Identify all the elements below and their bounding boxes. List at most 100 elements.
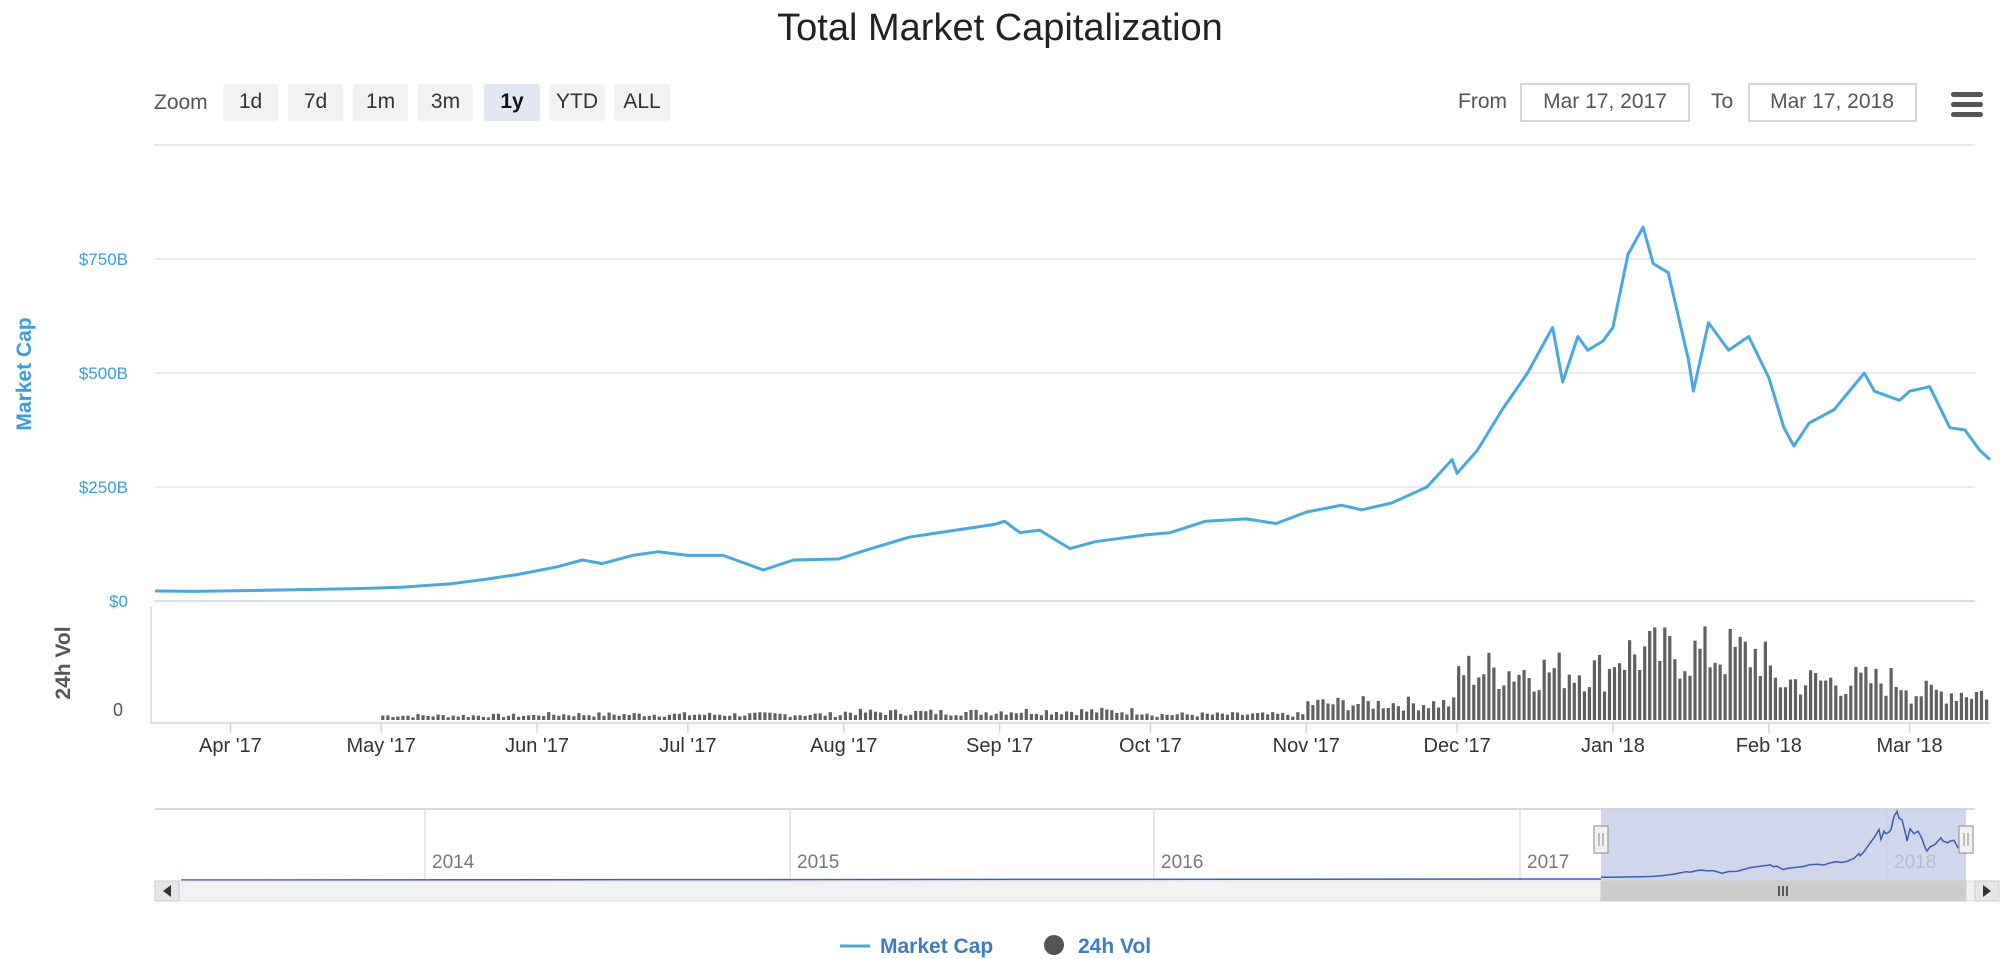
volume-bar <box>1306 701 1310 720</box>
volume-bar <box>386 715 390 720</box>
volume-bar <box>868 709 873 720</box>
volume-bar <box>1618 663 1622 720</box>
x-axis: Apr '17 May '17 Jun '17 Jul '17 Aug '17 Sep '… <box>199 723 1943 757</box>
volume-bar <box>1954 701 1958 720</box>
navigator: 20142015201620172018 <box>155 808 1975 881</box>
volume-bar <box>1628 640 1632 720</box>
volume-bar <box>1467 655 1471 720</box>
volume-bar <box>1723 674 1727 720</box>
hamburger-menu-icon[interactable] <box>1951 92 1983 117</box>
volume-bar <box>1341 700 1345 720</box>
volume-bar <box>1743 641 1747 720</box>
zoom-button-label: 1d <box>239 90 262 113</box>
volume-bar <box>1562 688 1566 720</box>
volume-bar <box>1437 707 1441 720</box>
scrollbar[interactable] <box>154 880 2000 902</box>
navigator-left-handle[interactable] <box>1593 825 1609 854</box>
volume-bar <box>1044 710 1048 720</box>
volume-bar <box>1301 714 1305 720</box>
volume-bar <box>1969 698 1974 720</box>
volume-bar <box>1552 668 1556 720</box>
volume-bar <box>818 713 822 720</box>
volume-bar <box>1276 713 1280 720</box>
zoom-button-1y[interactable]: 1y <box>484 84 540 121</box>
volume-bar <box>1964 697 1969 720</box>
volume-bar <box>391 717 395 720</box>
volume-bar <box>1432 701 1436 720</box>
to-date-input[interactable] <box>1748 83 1917 122</box>
zoom-button-ytd[interactable]: YTD <box>549 84 605 121</box>
y-tick-label: $750B <box>79 250 128 269</box>
volume-bar <box>1854 666 1858 720</box>
volume-bar <box>1547 672 1551 720</box>
volume-bar <box>1190 714 1194 720</box>
volume-bar <box>1366 701 1370 720</box>
navigator-right-handle[interactable] <box>1958 825 1974 854</box>
navigator-selected-range[interactable] <box>1601 809 1966 881</box>
volume-bar <box>451 715 455 720</box>
volume-bar <box>733 713 737 720</box>
volume-bar <box>828 712 832 720</box>
volume-bar <box>1819 680 1823 720</box>
volume-bar <box>1291 716 1295 720</box>
legend-item-24h-vol[interactable]: 24h Vol <box>1044 935 1151 958</box>
volume-bar <box>1110 710 1114 720</box>
volume-bar <box>657 716 661 720</box>
volume-bar <box>969 710 973 720</box>
zoom-button-all[interactable]: ALL <box>614 84 670 121</box>
legend-item-market-cap[interactable]: Market Cap <box>840 935 993 958</box>
volume-bar <box>1245 714 1250 720</box>
volume-bar <box>919 710 923 720</box>
volume-bar <box>929 709 933 720</box>
volume-bar <box>1316 699 1320 720</box>
volume-bar <box>481 716 485 720</box>
volume-bar <box>496 713 501 720</box>
volume-bar <box>979 714 983 720</box>
legend: Market Cap 24h Vol <box>840 935 1151 958</box>
volume-bar <box>833 716 837 720</box>
scrollbar-thumb[interactable] <box>1600 880 1967 902</box>
volume-bar <box>1864 666 1868 720</box>
volume-bar <box>1165 714 1169 720</box>
zoom-button-3m[interactable]: 3m <box>418 84 473 121</box>
zoom-button-1d[interactable]: 1d <box>223 84 278 121</box>
zoom-button-7d[interactable]: 7d <box>288 84 343 121</box>
date-range: From Mar 17, 2017 To Mar 17, 2018 <box>1458 83 1917 122</box>
volume-bar <box>1155 716 1159 720</box>
volume-bar <box>637 713 641 720</box>
volume-bar <box>1763 641 1767 720</box>
volume-bar <box>1949 693 1953 720</box>
volume-bar <box>1356 704 1360 720</box>
volume-bar <box>1587 687 1591 720</box>
volume-bar <box>1924 680 1928 720</box>
volume-bar <box>909 714 913 720</box>
scroll-right-button[interactable] <box>1974 880 2000 902</box>
volume-bar <box>542 716 546 720</box>
zoom-button-1m[interactable]: 1m <box>353 84 408 121</box>
volume-bar <box>989 715 993 720</box>
scroll-left-button[interactable] <box>154 880 180 902</box>
volume-bar <box>873 711 878 720</box>
volume-bar <box>1024 708 1028 720</box>
volume-bar <box>1210 714 1214 720</box>
to-date-value[interactable]: Mar 17, 2018 <box>1770 90 1894 113</box>
volume-bar <box>1426 708 1431 720</box>
volume-bar <box>1899 690 1903 720</box>
volume-bar <box>1633 654 1637 720</box>
navigator-year-label: 2015 <box>797 852 839 873</box>
x-tick-label: Feb '18 <box>1736 735 1802 757</box>
volume-bar <box>1256 713 1260 720</box>
volume-bar <box>1472 684 1476 720</box>
volume-bar <box>602 715 606 720</box>
from-date-input[interactable] <box>1520 83 1690 122</box>
volume-bar <box>461 714 465 720</box>
volume-bar <box>652 714 656 720</box>
arrow-right-icon <box>1983 885 1991 897</box>
from-date-value[interactable]: Mar 17, 2017 <box>1543 90 1667 113</box>
volume-bar <box>587 715 591 720</box>
navigator-series-line <box>1600 809 1967 879</box>
market-cap-y-axis: $0 $250B $500B $750B <box>79 250 128 611</box>
volume-bar <box>687 715 692 720</box>
volume-bar <box>627 715 631 720</box>
volume-bar <box>506 715 511 720</box>
